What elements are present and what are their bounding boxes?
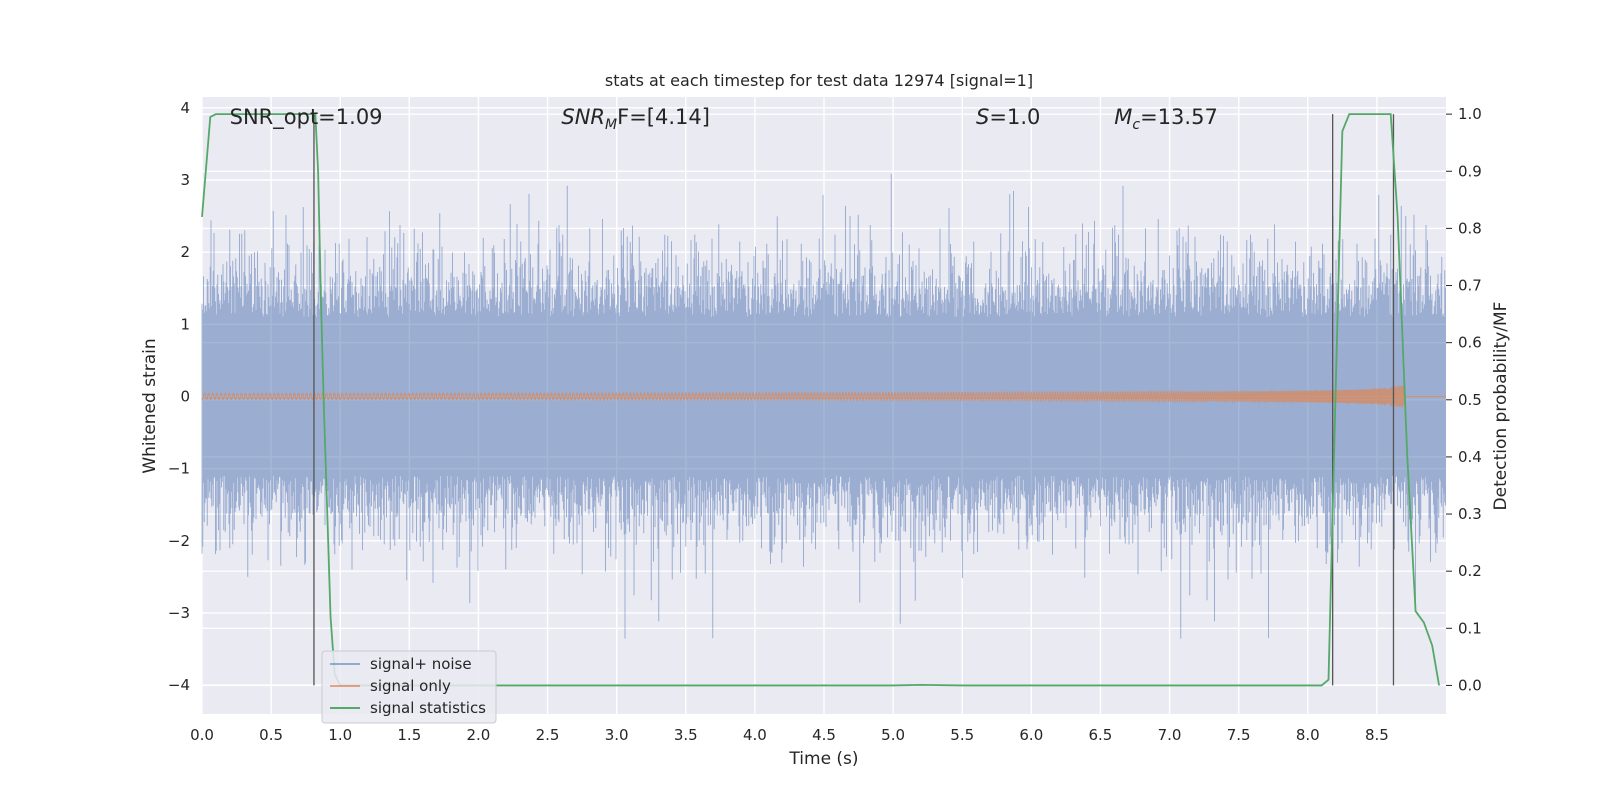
legend: signal+ noise signal only signal statist… [321,650,497,724]
legend-label-signal-noise: signal+ noise [370,655,472,673]
annotation-subscript: M [605,117,617,133]
x-tick-label: 6.0 [1019,726,1043,744]
x-tick-label: 6.5 [1089,726,1113,744]
annotation-subscript: c [1132,117,1140,133]
y-right-tick-label: 0.9 [1458,162,1482,180]
x-tick-label: 1.0 [328,726,352,744]
annotation-text: S=1.0 [976,105,1040,129]
y-right-tick-label: 0.7 [1458,277,1482,295]
y-right-tick-label: 0.8 [1458,219,1482,237]
annotation-suffix: =1.0 [989,105,1040,129]
x-tick-label: 3.5 [674,726,698,744]
y-left-tick-label: −2 [168,532,190,550]
y-axis-right-label: Detection probability/MF [1491,302,1511,511]
x-tick-label: 4.0 [743,726,767,744]
series-signal-statistics [201,113,1440,687]
y-left-tick-label: −3 [168,604,190,622]
y-right-tick-label: 0.1 [1458,619,1482,637]
y-left-tick-label: −1 [168,460,190,478]
x-tick-label: 5.5 [950,726,974,744]
x-tick-label: 7.5 [1227,726,1251,744]
series-signal-only [201,385,1446,408]
x-tick-label: 4.5 [812,726,836,744]
y-left-tick-label: 0 [180,387,190,405]
signal-trace [201,385,1405,408]
y-right-tick-label: 0.3 [1458,505,1482,523]
legend-label-signal-statistics: signal statistics [370,699,486,717]
x-tick-label: 8.0 [1296,726,1320,744]
x-tick-label: 7.0 [1158,726,1182,744]
x-tick-label: 5.0 [881,726,905,744]
x-axis-label: Time (s) [788,749,858,769]
y-right-tick-label: 0.2 [1458,562,1482,580]
y-left-tick-label: 3 [180,171,190,189]
vertical-markers [313,114,1395,686]
y-left-tick-label: 4 [180,99,190,117]
x-tick-label: 2.5 [536,726,560,744]
y-axis-right-ticks: 1.0 0.9 0.8 0.7 0.6 0.5 0.4 0.3 0.2 0.1 0.0 [1446,105,1482,694]
annotation-prefix: SNR_opt=1.09 [230,105,383,130]
annotation-prefix: M [1114,105,1132,129]
annotation-prefix: SNR [561,105,605,129]
x-axis-ticks: 0.0 0.5 1.0 1.5 2.0 2.5 3.0 3.5 4.0 4.5 5.0 5.5 6.0 6… [190,726,1389,744]
y-left-tick-label: 2 [180,243,190,261]
annotation-suffix: =13.57 [1140,105,1218,129]
x-tick-label: 8.5 [1365,726,1389,744]
statistics-trace [201,113,1440,687]
annotation-text: SNRMF=[4.14] [561,105,710,133]
legend-label-signal-only: signal only [370,677,451,695]
chart-title: stats at each timestep for test data 129… [605,71,1033,90]
annotations: SNR_opt=1.09 SNRMF=[4.14] S=1.0 Mc=13.57 [230,105,1218,133]
annotation-text: SNR_opt=1.09 [230,105,383,130]
y-left-tick-label: −4 [168,676,190,694]
y-axis-left-ticks: 4 3 2 1 0 −1 −2 −3 −4 [168,99,190,694]
y-left-tick-label: 1 [180,315,190,333]
x-tick-label: 3.0 [605,726,629,744]
y-right-tick-label: 0.6 [1458,334,1482,352]
x-tick-label: 2.0 [467,726,491,744]
y-right-tick-label: 0.5 [1458,391,1482,409]
x-tick-label: 0.0 [190,726,214,744]
x-tick-label: 0.5 [259,726,283,744]
annotation-suffix: F=[4.14] [617,105,710,129]
annotation-text: Mc=13.57 [1114,105,1218,133]
y-right-tick-label: 0.0 [1458,676,1482,694]
y-right-tick-label: 1.0 [1458,105,1482,123]
y-axis-left-label: Whitened strain [140,338,160,473]
y-right-tick-label: 0.4 [1458,448,1482,466]
legend-box [321,650,497,724]
x-tick-label: 1.5 [397,726,421,744]
annotation-prefix: S [976,105,989,129]
